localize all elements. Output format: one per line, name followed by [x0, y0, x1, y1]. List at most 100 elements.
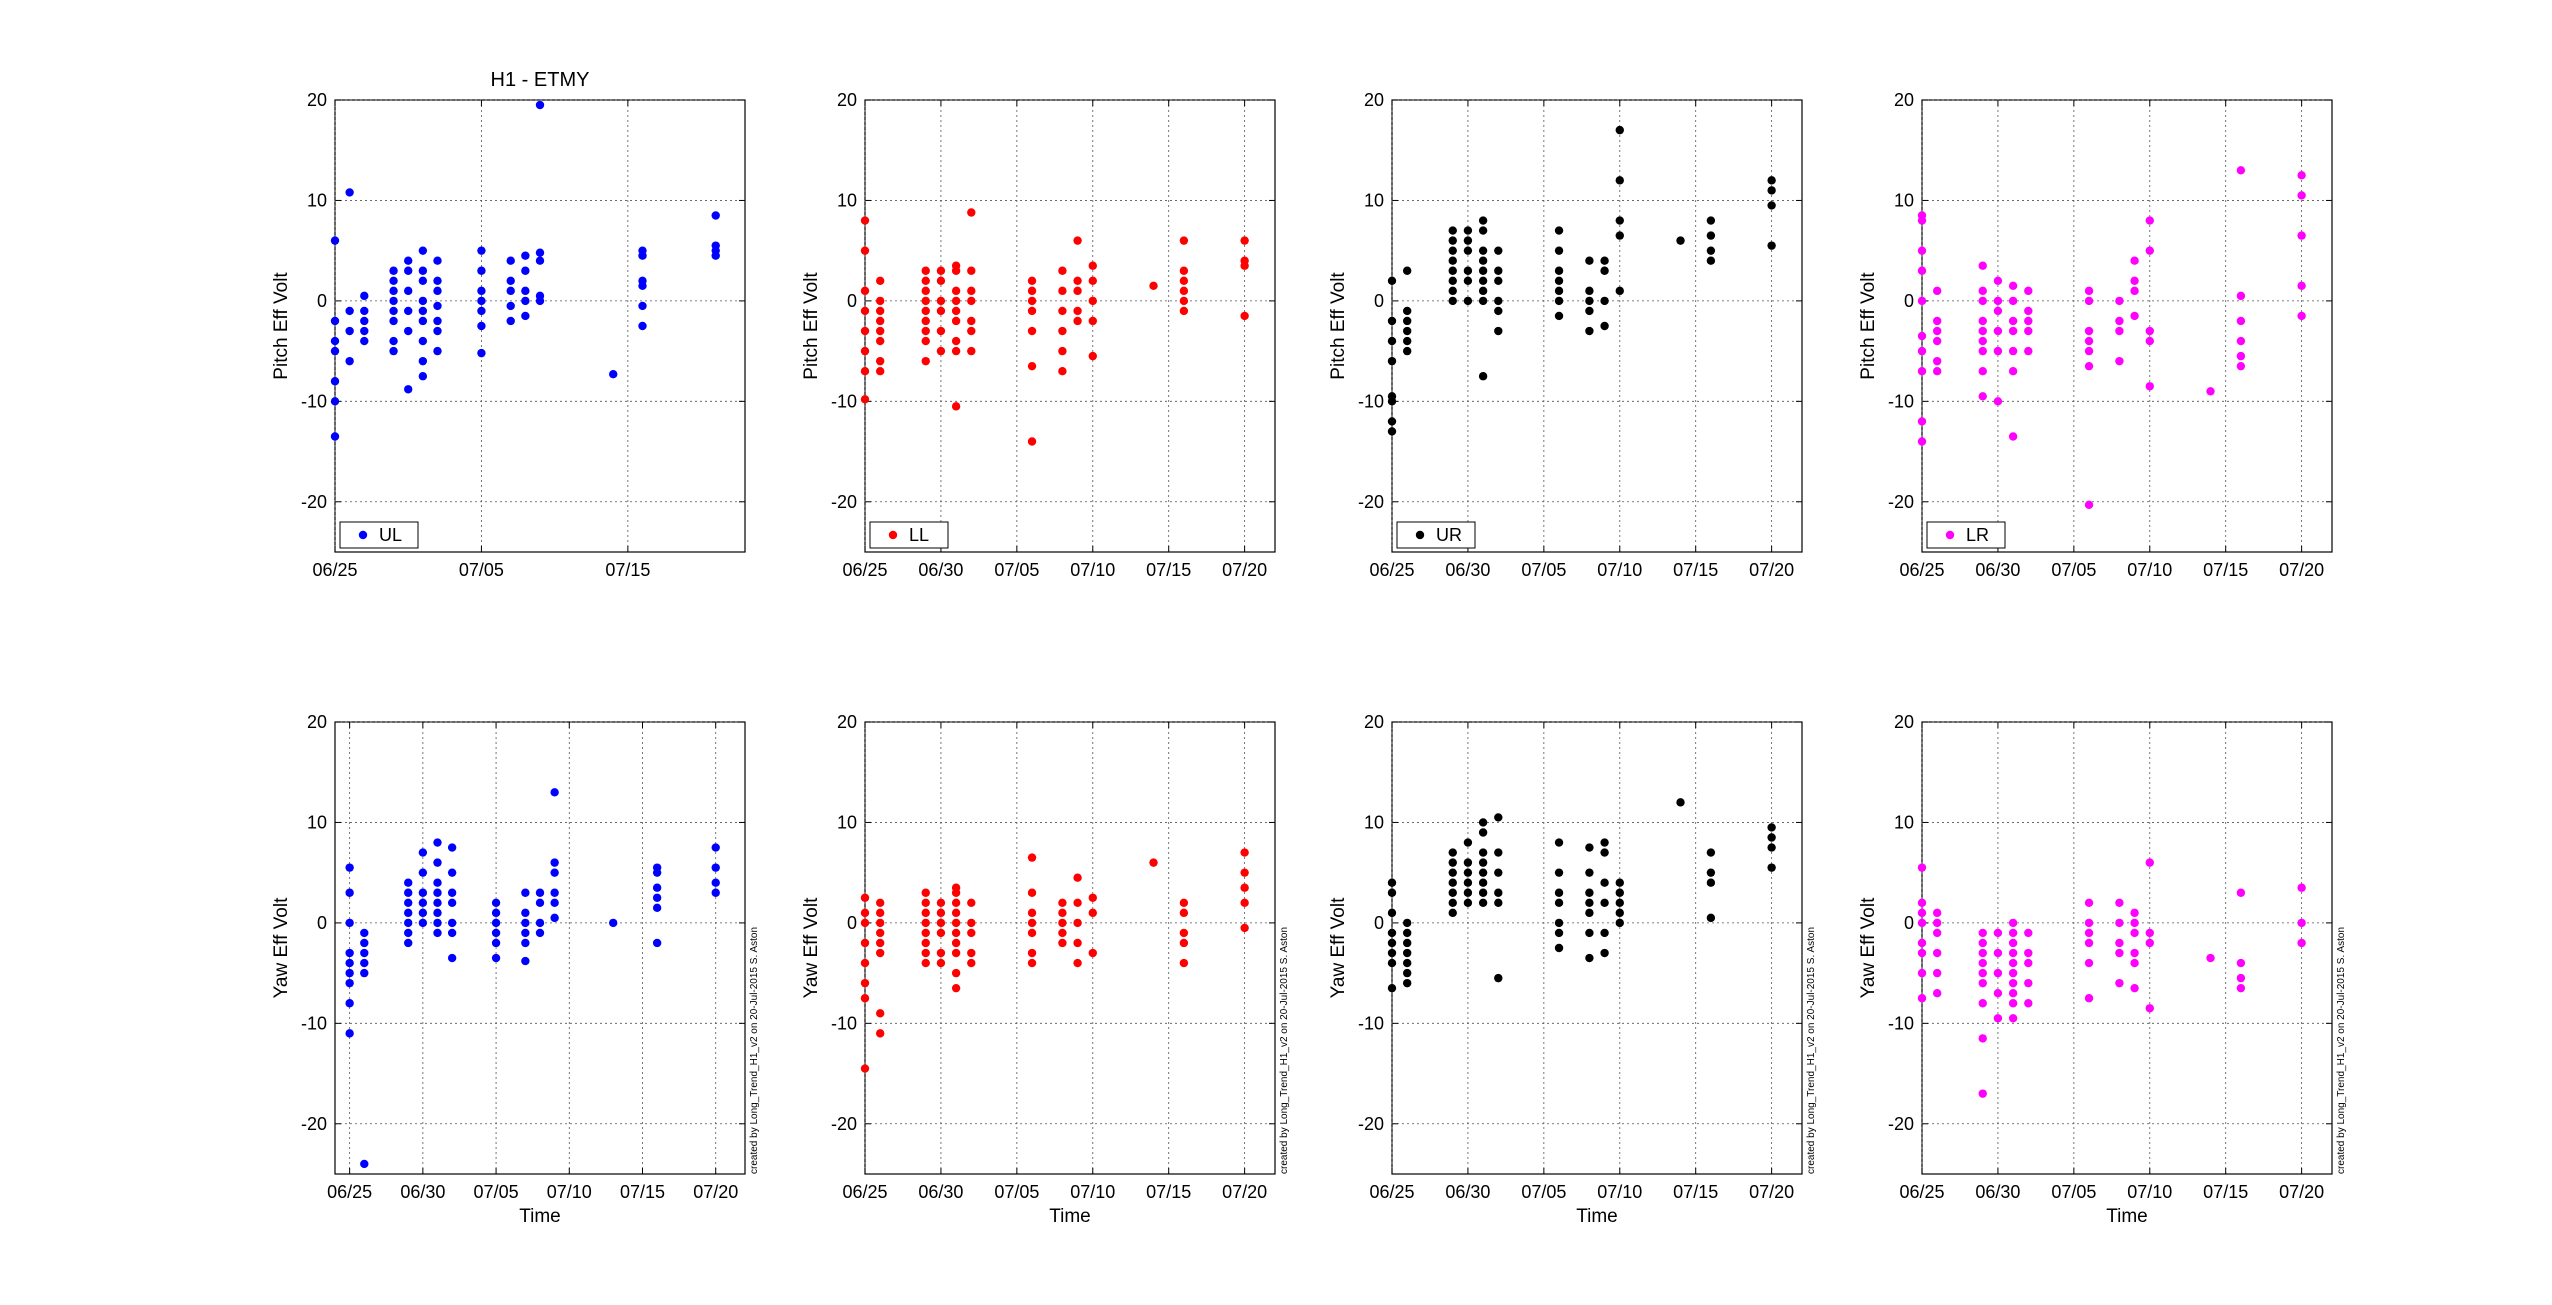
data-point [447, 953, 457, 963]
data-point [1494, 888, 1503, 897]
data-point [2206, 387, 2215, 396]
data-point [360, 958, 369, 968]
data-point [360, 306, 369, 316]
data-point [2145, 246, 2154, 255]
y-axis-label: Pitch Eff Volt [801, 272, 822, 380]
data-point [875, 898, 885, 907]
data-point [1402, 918, 1412, 928]
data-point [1706, 913, 1716, 923]
data-point [1978, 948, 1987, 958]
y-tick-label: -20 [301, 1114, 327, 1134]
x-tick-label: 07/20 [1749, 560, 1794, 580]
data-point [1706, 231, 1716, 240]
data-point [1554, 276, 1564, 285]
data-point [875, 908, 885, 918]
data-point [936, 928, 946, 938]
data-point [1767, 863, 1776, 872]
data-point [433, 326, 442, 336]
y-tick-label: 10 [837, 190, 857, 210]
data-point [1932, 989, 1942, 998]
axes-box [1921, 99, 2333, 553]
data-point [1027, 908, 1037, 918]
data-point [1240, 898, 1249, 907]
data-point [2024, 978, 2033, 988]
axes-box [1391, 99, 1803, 553]
data-point [2236, 973, 2246, 983]
data-point [951, 296, 961, 306]
legend-label: LR [1966, 525, 1989, 545]
data-point [2115, 918, 2124, 928]
y-axis-label: Yaw Eff Volt [801, 897, 822, 998]
data-point [433, 908, 442, 918]
data-point [1058, 918, 1067, 928]
data-point [1600, 878, 1609, 887]
data-point [550, 888, 559, 897]
data-point [1993, 948, 2003, 958]
data-point [1058, 367, 1067, 376]
data-point [1917, 331, 1927, 341]
data-point [2145, 336, 2154, 346]
legend-marker [888, 530, 898, 540]
data-point [967, 266, 976, 275]
data-point [1088, 948, 1097, 958]
data-point [2008, 958, 2018, 968]
data-point [1387, 878, 1397, 887]
data-point [921, 948, 930, 958]
data-point [2297, 281, 2306, 291]
data-point [404, 898, 413, 907]
data-point [1554, 888, 1564, 897]
data-point [1149, 858, 1158, 867]
data-point [1478, 286, 1488, 296]
data-point [936, 908, 946, 918]
data-point [1932, 326, 1942, 336]
data-point [1448, 276, 1457, 285]
data-point [2115, 898, 2124, 907]
data-point [1585, 843, 1594, 852]
data-point [1600, 948, 1609, 958]
data-point [2008, 948, 2018, 958]
data-point [345, 1029, 354, 1038]
data-point [1932, 316, 1942, 326]
data-point [550, 868, 559, 877]
y-tick-label: -20 [1888, 492, 1914, 512]
data-point [345, 356, 354, 366]
x-tick-label: 06/30 [918, 1182, 963, 1202]
data-point [1767, 176, 1776, 185]
data-point [1088, 261, 1097, 270]
legend: LL [869, 521, 949, 549]
data-point [2115, 316, 2124, 326]
data-point [1448, 266, 1457, 275]
data-point [447, 898, 457, 907]
data-point [2024, 306, 2033, 316]
x-tick-label: 07/10 [2127, 560, 2172, 580]
y-tick-label: 10 [1894, 190, 1914, 210]
data-point [2084, 346, 2094, 356]
data-point [1554, 246, 1564, 255]
subplot-0-1: -20 -10 0 10 20 06/25 06/30 07/05 07/10 07/15 07/2… [801, 90, 1276, 580]
data-point [951, 908, 961, 918]
x-tick-label: 06/25 [842, 1182, 887, 1202]
data-point [1767, 241, 1776, 250]
data-point [345, 888, 354, 897]
data-point [1463, 888, 1473, 897]
data-point [1917, 938, 1927, 948]
data-point [1978, 938, 1987, 948]
data-point [1978, 968, 1987, 978]
x-tick-label: 06/25 [312, 560, 357, 580]
data-point [1585, 868, 1594, 877]
data-point [860, 994, 870, 1003]
data-point [1978, 261, 1987, 270]
data-point [1179, 286, 1189, 296]
data-point [1402, 306, 1412, 316]
data-point [1387, 948, 1397, 958]
data-point [1073, 898, 1082, 907]
data-point [1600, 838, 1609, 847]
data-point [2008, 281, 2018, 291]
data-point [2008, 978, 2018, 988]
data-point [1027, 888, 1037, 897]
data-point [491, 938, 501, 948]
data-point [1917, 216, 1927, 225]
y-tick-label: 10 [307, 812, 327, 832]
data-point [1073, 938, 1082, 948]
data-point [1978, 1034, 1987, 1043]
